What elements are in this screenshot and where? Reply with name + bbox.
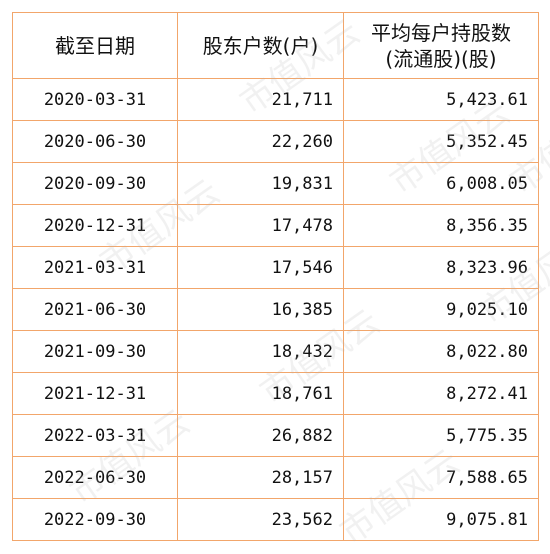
table-cell: 8,323.96 [343,246,539,289]
table-cell: 2021-09-30 [12,330,178,373]
table-cell: 8,272.41 [343,372,539,415]
table-row: 2022-03-31 26,882 5,775.35 [12,414,539,457]
table-cell: 2020-06-30 [12,120,178,163]
table-row: 2020-06-30 22,260 5,352.45 [12,120,539,163]
table-cell: 8,356.35 [343,204,539,247]
table-cell: 17,546 [177,246,344,289]
table-cell: 2021-03-31 [12,246,178,289]
table-cell: 17,478 [177,204,344,247]
table-row: 2022-06-30 28,157 7,588.65 [12,456,539,499]
table-header: 截至日期 股东户数(户) 平均每户持股数 (流通股)(股) [12,12,539,79]
table-cell: 2022-09-30 [12,498,178,541]
table-cell: 26,882 [177,414,344,457]
table-cell: 2022-06-30 [12,456,178,499]
table-cell: 22,260 [177,120,344,163]
table-cell: 18,761 [177,372,344,415]
table-cell: 2021-12-31 [12,372,178,415]
table-row: 2020-09-30 19,831 6,008.05 [12,162,539,205]
table-cell: 2020-09-30 [12,162,178,205]
table-cell: 2020-03-31 [12,78,178,121]
table-cell: 18,432 [177,330,344,373]
table-row: 2021-09-30 18,432 8,022.80 [12,330,539,373]
table-cell: 2021-06-30 [12,288,178,331]
table-row: 2021-03-31 17,546 8,323.96 [12,246,539,289]
table-cell: 9,075.81 [343,498,539,541]
table-cell: 19,831 [177,162,344,205]
table-cell: 16,385 [177,288,344,331]
shareholder-table: 截至日期 股东户数(户) 平均每户持股数 (流通股)(股) 2020-03-31… [12,12,539,541]
table-cell: 9,025.10 [343,288,539,331]
header-line: 平均每户持股数 [371,20,511,45]
header-line: (流通股)(股) [385,46,497,71]
header-cell: 股东户数(户) [177,12,344,79]
table-body: 2020-03-31 21,711 5,423.61 2020-06-30 22,260… [12,78,539,541]
table-cell: 2020-12-31 [12,204,178,247]
table-cell: 7,588.65 [343,456,539,499]
header-row: 截至日期 股东户数(户) 平均每户持股数 (流通股)(股) [12,12,539,79]
table-row: 2021-06-30 16,385 9,025.10 [12,288,539,331]
table-cell: 2022-03-31 [12,414,178,457]
table-row: 2020-12-31 17,478 8,356.35 [12,204,539,247]
table-row: 2020-03-31 21,711 5,423.61 [12,78,539,121]
table-cell: 21,711 [177,78,344,121]
table-cell: 23,562 [177,498,344,541]
table-cell: 5,423.61 [343,78,539,121]
table-row: 2021-12-31 18,761 8,272.41 [12,372,539,415]
table-cell: 28,157 [177,456,344,499]
table-cell: 8,022.80 [343,330,539,373]
header-cell: 截至日期 [12,12,178,79]
table-cell: 6,008.05 [343,162,539,205]
header-cell: 平均每户持股数 (流通股)(股) [343,12,539,79]
table-row: 2022-09-30 23,562 9,075.81 [12,498,539,541]
table-cell: 5,352.45 [343,120,539,163]
table-cell: 5,775.35 [343,414,539,457]
